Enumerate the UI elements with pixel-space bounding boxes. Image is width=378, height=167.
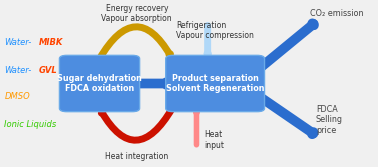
Text: DMSO: DMSO bbox=[5, 92, 30, 101]
Text: Sugar dehydration
FDCA oxidation: Sugar dehydration FDCA oxidation bbox=[57, 74, 142, 93]
Text: Product separation
Solvent Regeneration: Product separation Solvent Regeneration bbox=[166, 74, 264, 93]
Text: MIBK: MIBK bbox=[39, 38, 64, 47]
Text: Energy recovery
Vapour absorption: Energy recovery Vapour absorption bbox=[102, 4, 172, 23]
Text: Heat
input: Heat input bbox=[204, 130, 224, 149]
Text: Water-: Water- bbox=[5, 38, 32, 47]
Text: Water-: Water- bbox=[5, 66, 32, 75]
FancyBboxPatch shape bbox=[166, 55, 265, 112]
Text: Refrigeration
Vapour compression: Refrigeration Vapour compression bbox=[176, 21, 254, 40]
FancyBboxPatch shape bbox=[59, 55, 139, 112]
Text: CO₂ emission: CO₂ emission bbox=[310, 10, 364, 18]
Text: Heat integration: Heat integration bbox=[105, 152, 169, 161]
Text: GVL: GVL bbox=[39, 66, 58, 75]
Text: Ionic Liquids: Ionic Liquids bbox=[5, 120, 57, 129]
Text: FDCA
Selling
price: FDCA Selling price bbox=[316, 105, 343, 135]
